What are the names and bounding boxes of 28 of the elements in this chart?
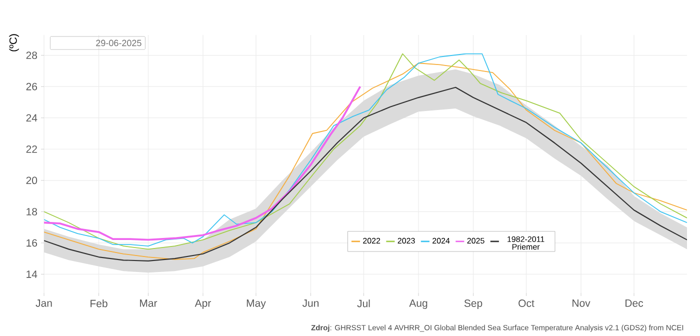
y-tick-label: 16	[26, 239, 38, 247]
y-axis-title: (ºC)	[9, 34, 19, 52]
y-tick-label: 22	[26, 145, 37, 153]
legend-label: 2025	[467, 238, 484, 244]
y-tick-label: 26	[26, 82, 38, 90]
x-tick-label: Jul	[357, 300, 370, 308]
x-tick-label: May	[246, 300, 266, 309]
x-tick-label: Feb	[90, 300, 108, 308]
legend-label: 2022	[363, 238, 380, 244]
x-tick-label: Apr	[194, 300, 211, 309]
legend-label: 1982-2011 Priemer	[508, 236, 544, 250]
y-tick-label: 24	[26, 114, 38, 122]
legend-label: 2024	[432, 238, 450, 244]
x-tick-label: Jun	[302, 300, 319, 307]
y-tick-label: 18	[26, 208, 38, 216]
x-tick-label: Nov	[572, 300, 590, 307]
legend-label: 2023	[398, 238, 415, 244]
y-tick-label: 14	[26, 270, 38, 278]
x-tick-label: Mar	[140, 300, 158, 307]
x-tick-label: Oct	[518, 300, 534, 307]
y-tick-label: 20	[26, 176, 38, 184]
x-tick-label: Dec	[626, 300, 644, 307]
annotation: 29-06-2025	[96, 40, 142, 46]
x-tick-label: Aug	[409, 300, 428, 309]
y-tick-label: 28	[26, 52, 38, 60]
line-series	[44, 86, 362, 241]
x-tick-label: Sep	[464, 300, 482, 310]
x-tick-label: Jan	[36, 300, 52, 307]
